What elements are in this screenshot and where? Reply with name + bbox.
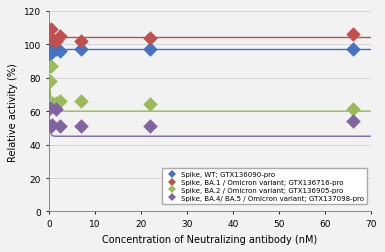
Point (49, 38, 55, 42)
Point (49, 50, 55, 54)
Point (47, 80, 53, 84)
Point (53, 48, 59, 52)
Point (78, 40, 84, 44)
Point (47, 53, 53, 57)
Point (78, 125, 84, 129)
Point (78, 48, 84, 52)
Point (57, 100, 64, 104)
Point (47, 106, 53, 110)
Point (350, 108, 356, 112)
Point (48, 48, 54, 52)
Point (57, 125, 64, 129)
Point (49, 123, 55, 127)
Point (57, 50, 64, 54)
Y-axis label: Relative activity (%): Relative activity (%) (8, 62, 18, 161)
Point (350, 48, 356, 52)
Point (48, 65, 54, 69)
Point (49, 101, 55, 105)
Point (78, 100, 84, 104)
Point (147, 125, 153, 129)
Point (47, 37, 53, 41)
Point (53, 101, 59, 105)
Point (53, 40, 59, 44)
X-axis label: Concentration of Neutralizing antibody (nM): Concentration of Neutralizing antibody (… (102, 234, 318, 244)
Point (350, 33, 356, 37)
Point (57, 35, 64, 39)
Point (350, 120, 356, 124)
Point (53, 108, 59, 112)
Point (147, 103, 153, 107)
Point (48, 28, 54, 32)
Point (147, 48, 153, 52)
Point (48, 125, 54, 129)
Legend: Spike, WT; GTX136090-pro, Spike, BA.1 / Omicron variant; GTX136716-pro, Spike, B: Spike, WT; GTX136090-pro, Spike, BA.1 / … (162, 168, 367, 204)
Point (147, 37, 153, 41)
